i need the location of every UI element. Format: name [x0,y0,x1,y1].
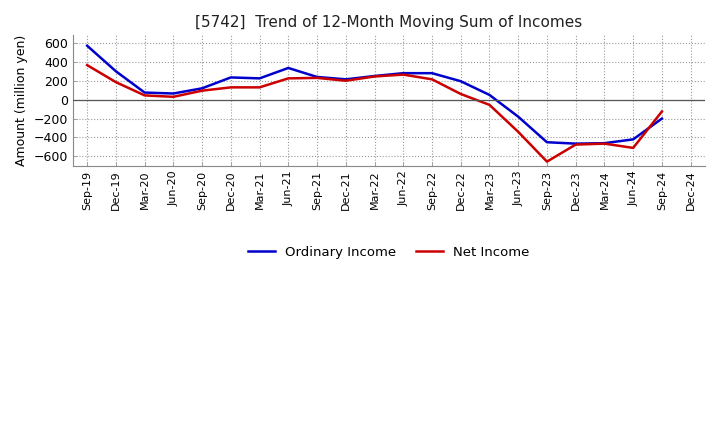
Ordinary Income [83,43,91,48]
Net Income [600,141,608,146]
Ordinary Income [227,75,235,80]
Ordinary Income [572,141,580,146]
Net Income [198,88,207,93]
Ordinary Income [485,92,494,98]
Net Income [227,85,235,90]
Net Income [83,62,91,68]
Net Income [572,142,580,147]
Net Income [629,145,637,150]
Net Income [485,102,494,107]
Line: Ordinary Income: Ordinary Income [87,46,662,143]
Net Income [514,129,523,135]
Ordinary Income [600,140,608,146]
Net Income [399,72,408,77]
Net Income [169,94,178,99]
Net Income [312,75,321,81]
Ordinary Income [399,70,408,76]
Ordinary Income [312,74,321,80]
Ordinary Income [456,79,465,84]
Net Income [341,78,350,83]
Ordinary Income [112,69,120,74]
Ordinary Income [629,137,637,142]
Ordinary Income [256,76,264,81]
Ordinary Income [428,70,436,76]
Net Income [543,159,552,164]
Ordinary Income [341,77,350,82]
Ordinary Income [198,86,207,91]
Ordinary Income [543,139,552,145]
Ordinary Income [140,90,149,95]
Net Income [112,80,120,85]
Ordinary Income [514,114,523,119]
Ordinary Income [169,91,178,96]
Title: [5742]  Trend of 12-Month Moving Sum of Incomes: [5742] Trend of 12-Month Moving Sum of I… [195,15,582,30]
Net Income [140,93,149,98]
Y-axis label: Amount (million yen): Amount (million yen) [15,35,28,166]
Ordinary Income [657,116,666,121]
Ordinary Income [370,73,379,79]
Net Income [284,76,292,81]
Ordinary Income [284,65,292,70]
Net Income [256,85,264,90]
Line: Net Income: Net Income [87,65,662,161]
Net Income [657,109,666,114]
Net Income [428,77,436,82]
Net Income [370,74,379,79]
Net Income [456,92,465,97]
Legend: Ordinary Income, Net Income: Ordinary Income, Net Income [243,240,535,264]
